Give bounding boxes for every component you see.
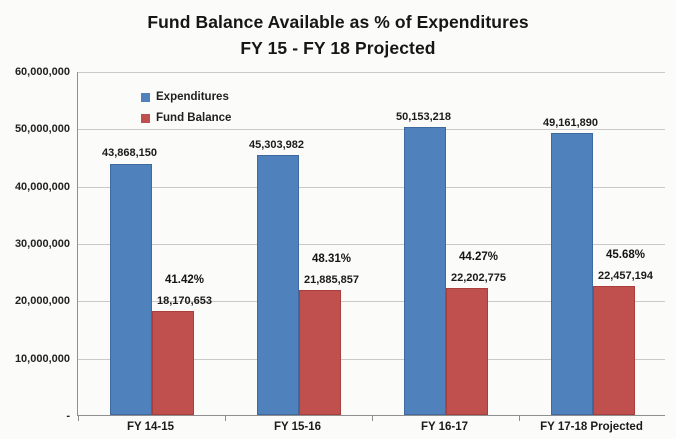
x-axis-category-label: FY 14-15 xyxy=(126,421,175,433)
expenditures-value-label: 49,161,890 xyxy=(542,117,599,130)
x-axis-category-label: FY 15-16 xyxy=(273,421,322,433)
bar-expenditures xyxy=(550,133,593,415)
gridline xyxy=(78,186,665,188)
legend-item-fund-balance: Fund Balance xyxy=(141,112,231,124)
x-axis-tick xyxy=(518,416,520,421)
bar-expenditures xyxy=(256,155,299,415)
gridline xyxy=(78,129,665,131)
bar-fund-balance xyxy=(592,286,635,415)
expenditures-value-label: 45,303,982 xyxy=(248,139,305,152)
y-axis-tick-label: 50,000,000 xyxy=(14,123,70,136)
y-axis-tick-label: 40,000,000 xyxy=(14,180,70,193)
bar-expenditures xyxy=(109,163,152,415)
gridline xyxy=(78,358,665,360)
y-axis-tick-label: 60,000,000 xyxy=(14,66,70,78)
gridline xyxy=(78,72,665,73)
chart-title-line1: Fund Balance Available as % of Expenditu… xyxy=(147,12,529,32)
y-axis-tick-label: 10,000,000 xyxy=(14,352,70,365)
gridline xyxy=(78,301,665,303)
percent-label: 41.42% xyxy=(164,273,204,286)
fund-balance-value-label: 22,202,775 xyxy=(450,271,507,284)
fund-balance-value-label: 18,170,653 xyxy=(156,294,213,307)
percent-label: 45.68% xyxy=(605,249,645,262)
y-axis-tick-label: 30,000,000 xyxy=(14,238,70,250)
x-axis-tick xyxy=(371,416,373,421)
x-axis-tick xyxy=(77,416,79,421)
x-axis-category-label: FY 16-17 xyxy=(420,421,469,433)
bar-fund-balance xyxy=(445,287,488,415)
x-axis-category-label: FY 17-18 Projected xyxy=(540,421,643,433)
y-axis-tick-label: - xyxy=(66,410,70,422)
legend-label-fund-balance: Fund Balance xyxy=(156,112,232,124)
chart-title: Fund Balance Available as % of Expenditu… xyxy=(0,9,676,61)
legend-label-expenditures: Expenditures xyxy=(156,91,229,103)
percent-label: 44.27% xyxy=(458,250,498,263)
y-axis-tick-label: 20,000,000 xyxy=(14,295,70,308)
gridline xyxy=(78,244,665,245)
expenditures-value-label: 50,153,218 xyxy=(395,111,452,124)
bar-fund-balance xyxy=(298,289,341,415)
x-axis-tick xyxy=(224,416,226,421)
legend: Expenditures Fund Balance xyxy=(141,91,231,133)
expenditures-value-label: 43,868,150 xyxy=(101,147,158,160)
fund-balance-swatch-icon xyxy=(141,113,150,123)
percent-label: 48.31% xyxy=(311,252,351,265)
bar-fund-balance xyxy=(151,310,194,415)
legend-item-expenditures: Expenditures xyxy=(141,91,231,103)
chart-title-line2: FY 15 - FY 18 Projected xyxy=(240,38,436,58)
plot-area xyxy=(77,72,665,421)
fund-balance-value-label: 22,457,194 xyxy=(597,270,654,283)
fund-balance-value-label: 21,885,857 xyxy=(303,273,360,286)
bar-expenditures xyxy=(403,127,446,415)
expenditures-swatch-icon xyxy=(141,92,150,102)
